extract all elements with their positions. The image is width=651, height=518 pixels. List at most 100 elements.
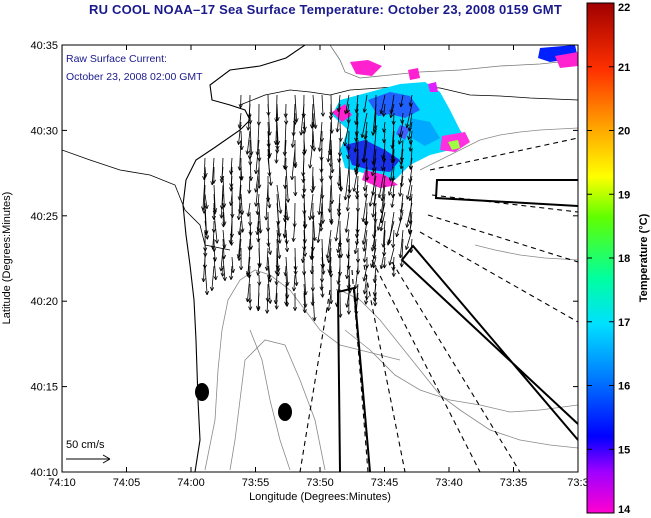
current-vector-head [320,227,324,232]
current-vector-head [408,102,411,107]
current-vector [406,103,413,128]
current-vector-head [279,233,282,238]
current-vector-head [354,241,358,246]
current-vector [409,130,413,145]
current-vector-head [361,217,364,222]
current-vector-head [371,213,374,218]
current-vector-head [345,274,348,279]
current-vector [362,220,368,245]
inland-contour [62,149,231,251]
current-vector-head [375,125,378,130]
current-vector-head [268,181,272,186]
current-vector [335,211,341,242]
current-vector [258,247,261,268]
current-vector-head [391,266,394,271]
current-vector-head [287,281,290,286]
current-vector [300,103,305,136]
current-vector [383,130,386,143]
current-vector-head [340,186,343,191]
current-vector-head [301,178,304,183]
current-vector-head [316,238,319,243]
current-vector-head [338,313,341,318]
current-vector [257,121,260,156]
current-vector-head [401,183,404,188]
current-vector-head [215,275,218,281]
current-vector [353,166,359,192]
current-vector [267,121,271,157]
current-vector [246,274,251,302]
current-vector [284,175,287,189]
current-vector-head [336,288,339,293]
current-vector-head [238,141,241,145]
current-vector [293,274,296,292]
current-vector [294,94,298,123]
colorbar-label: Temperature (°C) [638,213,650,302]
current-vector-head [373,255,377,259]
current-vector-head [370,263,372,268]
current-vector-head [328,175,331,180]
current-vector-head [382,138,385,143]
current-vector [328,247,332,273]
current-vector-head [236,140,239,145]
current-vector [330,175,333,204]
current-vector [213,184,216,212]
current-vector-head [391,203,395,208]
current-vector-head [353,284,356,290]
current-vector-head [379,227,382,232]
current-vector-head [355,285,358,290]
current-vector [405,229,413,250]
current-vector [246,130,251,155]
current-vector-head [276,305,279,310]
current-vector-head [257,210,260,215]
current-vector-head [267,204,271,209]
current-vector-head [372,213,376,218]
current-vector [400,157,404,169]
current-vector [338,247,341,258]
current-vector-head [348,194,352,199]
current-vector-head [304,246,307,251]
current-vector [255,166,260,193]
current-vector [257,229,260,242]
current-vector [267,139,270,159]
current-vector [383,103,386,117]
current-vector [399,193,404,222]
current-vector-head [228,239,231,244]
current-vector-head [254,169,257,174]
current-vector-head [286,240,289,245]
current-vector-head [338,137,342,142]
current-vector-head [400,209,404,214]
current-vector-head [328,270,331,275]
current-vector [267,157,272,186]
current-vector [256,193,260,215]
current-vector-head [381,112,384,117]
current-vector [345,94,350,115]
current-vector-head [392,177,396,182]
current-vector-head [256,271,259,276]
current-vector-head [343,141,345,147]
current-vector [284,265,287,276]
current-vector-head [274,281,277,286]
current-vector-head [354,131,357,136]
current-vector [257,265,260,276]
current-vector-head [294,282,297,286]
current-vector-head [399,209,402,214]
current-vector [344,121,350,147]
current-vector-head [259,157,262,162]
current-vector [204,166,207,177]
current-vector-head [372,202,375,207]
bay-contour [239,85,578,106]
current-vector [257,292,260,310]
current-vector-head [264,266,268,271]
current-vector-head [383,112,387,117]
current-vector [284,139,287,170]
current-vector-head [302,309,306,314]
current-vector-head [364,258,367,263]
current-vector [364,121,368,140]
current-vector-head [246,150,250,155]
current-vector [401,112,404,124]
bathymetry-contour [419,127,578,171]
current-vector-head [398,140,400,145]
current-vector-head [224,276,227,281]
current-vector [275,112,278,145]
